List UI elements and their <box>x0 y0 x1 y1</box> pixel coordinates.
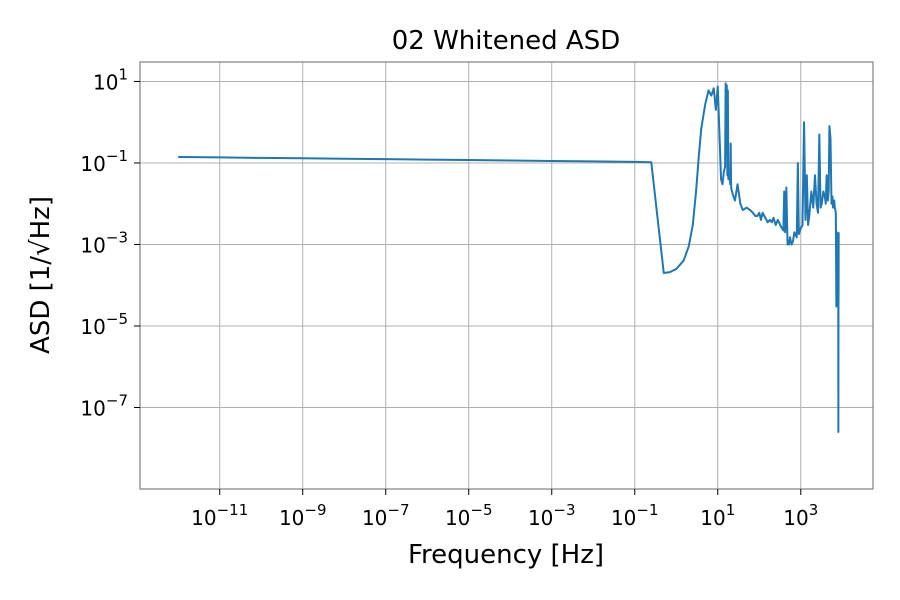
x-tick-base: 10 <box>191 506 216 530</box>
y-tick-exponent: −7 <box>106 391 128 409</box>
y-tick-base: 10 <box>80 233 105 257</box>
x-tick-label: 103 <box>783 501 818 530</box>
y-tick-exponent: 1 <box>118 65 128 83</box>
x-tick-base: 10 <box>445 506 470 530</box>
y-tick-label: 101 <box>93 65 128 94</box>
x-tick-base: 10 <box>279 506 304 530</box>
x-tick-exponent: 3 <box>809 501 819 519</box>
y-tick-exponent: −5 <box>106 310 128 328</box>
x-tick-base: 10 <box>700 506 725 530</box>
plot-frame <box>139 61 874 490</box>
y-tick-base: 10 <box>80 152 105 176</box>
x-tick-label: 10−3 <box>528 501 576 530</box>
x-tick-exponent: −1 <box>636 501 658 519</box>
x-tick-exponent: −9 <box>304 501 326 519</box>
x-tick-label: 101 <box>700 501 735 530</box>
grid-lines <box>140 62 873 489</box>
x-tick-base: 10 <box>783 506 808 530</box>
x-axis-ticks: 10−11 10−9 10−7 10−5 10−3 10−1 101 103 <box>191 489 818 530</box>
y-tick-exponent: −1 <box>106 147 128 165</box>
y-axis-label: ASD [1/√Hz] <box>26 196 56 354</box>
y-tick-base: 10 <box>80 396 105 420</box>
y-tick-label: 10−3 <box>80 228 128 257</box>
x-tick-exponent: −3 <box>553 501 575 519</box>
x-tick-base: 10 <box>362 506 387 530</box>
y-tick-label: 10−1 <box>80 147 128 176</box>
x-tick-label: 10−9 <box>279 501 327 530</box>
x-tick-base: 10 <box>611 506 636 530</box>
y-tick-exponent: −3 <box>106 228 128 246</box>
x-tick-label: 10−11 <box>191 501 248 530</box>
x-tick-label: 10−5 <box>445 501 493 530</box>
x-tick-label: 10−1 <box>611 501 659 530</box>
chart-title: 02 Whitened ASD <box>392 26 621 56</box>
x-tick-exponent: 1 <box>726 501 736 519</box>
x-axis-label: Frequency [Hz] <box>408 540 604 570</box>
asd-series-line <box>178 82 840 434</box>
x-tick-exponent: −5 <box>470 501 492 519</box>
y-tick-label: 10−7 <box>80 391 128 420</box>
x-tick-exponent: −11 <box>217 501 249 519</box>
x-tick-exponent: −7 <box>387 501 409 519</box>
y-tick-base: 10 <box>93 70 118 94</box>
y-tick-base: 10 <box>80 315 105 339</box>
y-tick-label: 10−5 <box>80 310 128 339</box>
x-tick-base: 10 <box>528 506 553 530</box>
x-tick-label: 10−7 <box>362 501 410 530</box>
